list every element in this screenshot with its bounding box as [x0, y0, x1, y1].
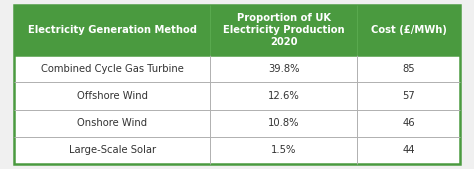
Bar	[210, 137, 357, 164]
Text: Large-Scale Solar: Large-Scale Solar	[69, 145, 156, 155]
Bar	[14, 110, 210, 137]
Bar	[357, 55, 460, 82]
Bar	[14, 137, 210, 164]
Bar	[210, 82, 357, 110]
Text: Cost (£/MWh): Cost (£/MWh)	[371, 25, 447, 35]
Bar	[14, 5, 210, 55]
Text: Offshore Wind: Offshore Wind	[77, 91, 148, 101]
Text: Onshore Wind: Onshore Wind	[77, 118, 147, 128]
Bar	[210, 110, 357, 137]
Bar	[357, 82, 460, 110]
Bar	[357, 137, 460, 164]
Text: 44: 44	[402, 145, 415, 155]
Text: 1.5%: 1.5%	[271, 145, 296, 155]
Text: 10.8%: 10.8%	[268, 118, 300, 128]
Bar	[210, 55, 357, 82]
Bar	[357, 110, 460, 137]
Text: Combined Cycle Gas Turbine: Combined Cycle Gas Turbine	[41, 64, 184, 74]
Bar	[14, 82, 210, 110]
Text: 46: 46	[402, 118, 415, 128]
Bar	[14, 55, 210, 82]
Text: 39.8%: 39.8%	[268, 64, 300, 74]
Text: 57: 57	[402, 91, 415, 101]
Text: 12.6%: 12.6%	[268, 91, 300, 101]
Bar	[357, 5, 460, 55]
Text: Proportion of UK
Electricity Production
2020: Proportion of UK Electricity Production …	[223, 13, 345, 47]
Bar	[210, 5, 357, 55]
Text: Electricity Generation Method: Electricity Generation Method	[28, 25, 197, 35]
Text: 85: 85	[402, 64, 415, 74]
